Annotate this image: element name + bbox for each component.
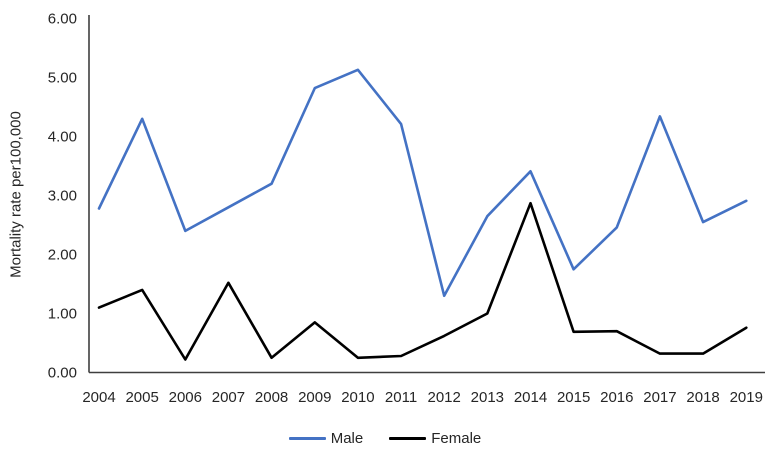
- legend-label-male: Male: [330, 429, 364, 447]
- x-tick-label: 2009: [298, 389, 331, 406]
- legend-item-male: Male: [288, 429, 364, 447]
- male-series-line: [97, 68, 748, 298]
- x-tick-label: 2015: [557, 389, 590, 406]
- legend-item-female: Female: [389, 430, 481, 447]
- female-series-line: [97, 201, 748, 361]
- y-tick-label: 3.00: [48, 188, 77, 205]
- legend: Male Female: [0, 425, 770, 451]
- x-tick-label: 2007: [212, 389, 245, 406]
- y-tick-label: 5.00: [48, 70, 77, 87]
- y-tick-label: 2.00: [48, 247, 77, 264]
- legend-label-female: Female: [431, 429, 482, 447]
- x-tick-label: 2012: [428, 389, 461, 406]
- x-tick-label: 2018: [686, 389, 719, 406]
- y-tick-label: 4.00: [48, 129, 77, 146]
- x-tick-label: 2006: [169, 389, 202, 406]
- x-tick-label: 2014: [514, 389, 547, 406]
- plot-area: 0.00 1.00 2.00 3.00 4.00 5.00 6.00 2004 2005 2006…: [48, 11, 765, 406]
- x-tick-label: 2019: [730, 389, 763, 406]
- y-tick-label: 1.00: [48, 306, 77, 323]
- x-tick-label: 2017: [643, 389, 676, 406]
- male-line-swatch: [288, 436, 326, 440]
- x-tick-label: 2004: [82, 389, 115, 406]
- x-tick-label: 2005: [125, 389, 158, 406]
- x-tick-label: 2016: [600, 389, 633, 406]
- y-tick-label: 0.00: [48, 365, 77, 382]
- x-tick-label: 2011: [385, 389, 417, 406]
- female-line-swatch: [389, 436, 427, 440]
- x-tick-label: 2008: [255, 389, 288, 406]
- x-tick-label: 2010: [341, 389, 374, 406]
- x-tick-label: 2013: [471, 389, 504, 406]
- y-tick-label: 6.00: [48, 11, 77, 28]
